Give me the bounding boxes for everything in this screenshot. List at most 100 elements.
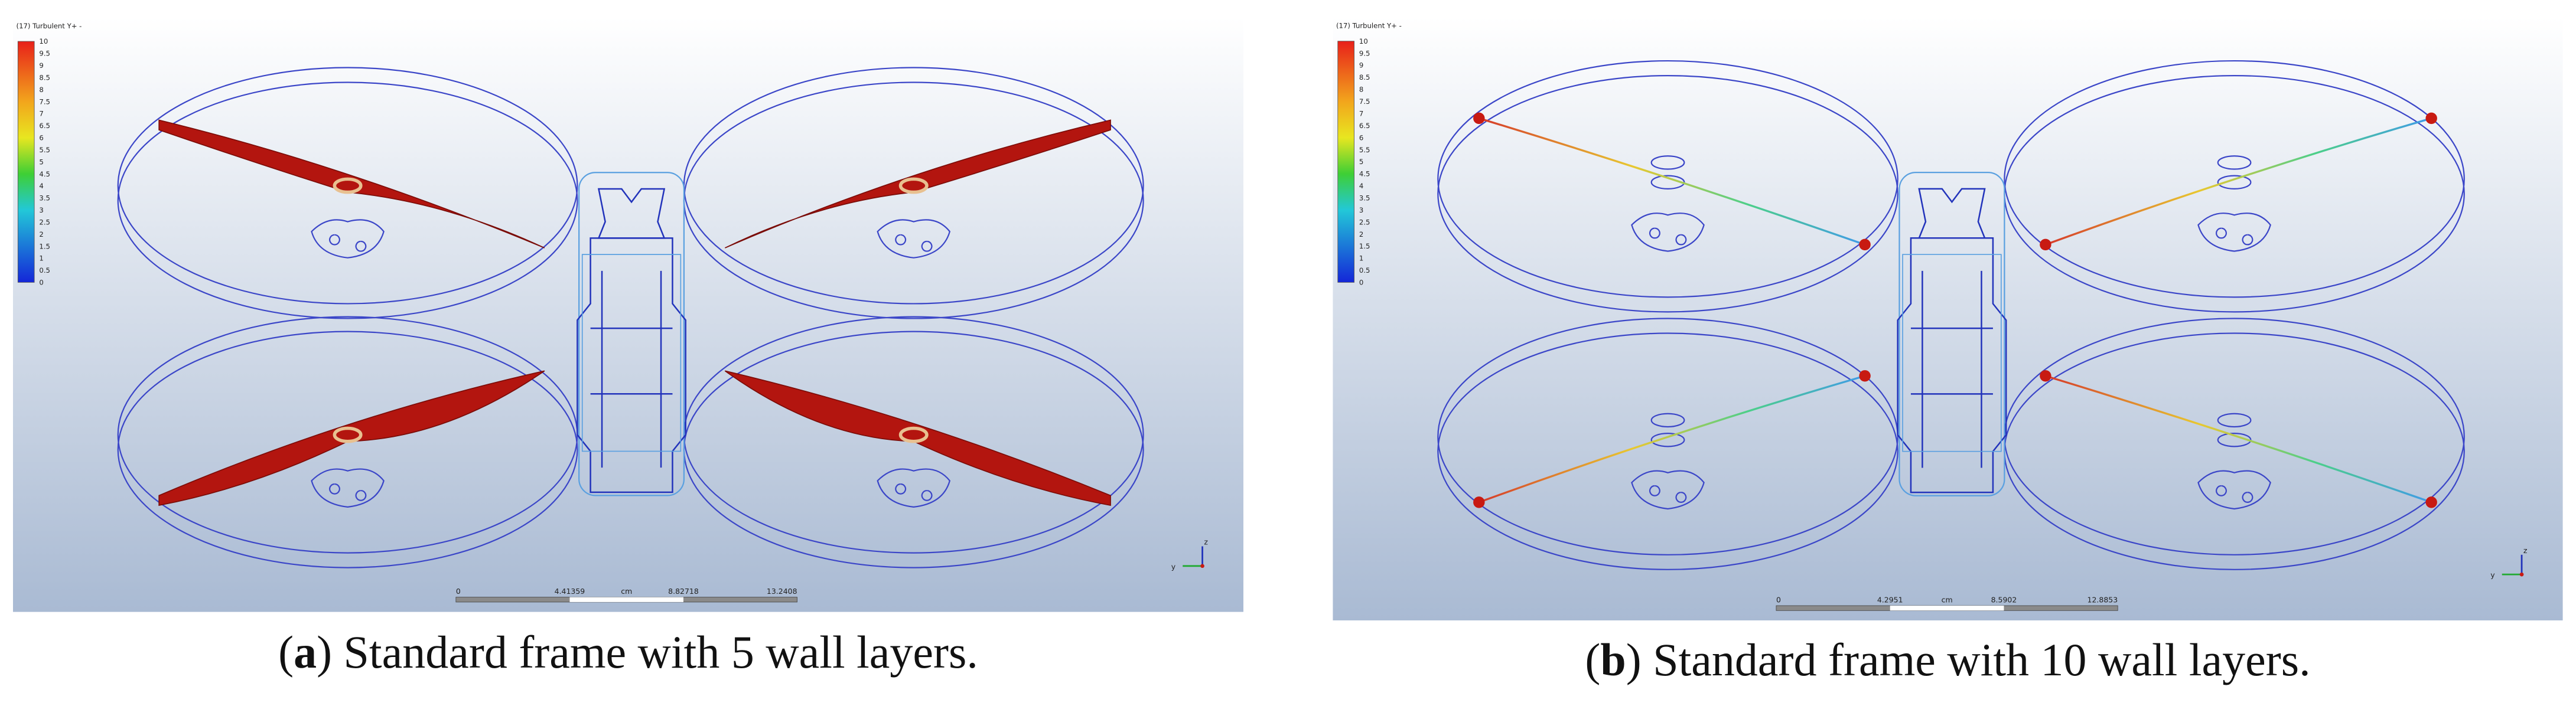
legend-label: 5: [1359, 158, 1363, 166]
caption-open: (: [278, 626, 294, 678]
legend-label: 3: [39, 206, 43, 214]
legend-label: 8.5: [39, 73, 50, 81]
legend-label: 0: [1359, 279, 1363, 287]
legend-label: 6: [1359, 133, 1363, 142]
legend-label: 0.5: [1359, 266, 1370, 274]
scale-label: 13.2408: [767, 587, 797, 596]
scale-bar-segment: [1890, 605, 2004, 611]
propeller-hub: [898, 426, 929, 443]
color-bar: [17, 41, 35, 283]
hub: [2217, 155, 2252, 170]
color-bar: [1337, 41, 1354, 283]
legend-label: 6.5: [39, 122, 50, 130]
frame-body: [1897, 237, 2007, 493]
frame-outline: [578, 172, 685, 496]
rotor-guard: [1437, 74, 1898, 313]
hub: [2217, 413, 2252, 428]
legend-label: 1.5: [1359, 242, 1370, 250]
legend-label: 7.5: [39, 97, 50, 106]
legend-label: 2: [39, 230, 43, 238]
rotor-guard: [117, 331, 578, 568]
scale-label: 0: [456, 587, 461, 596]
legend-label: 2: [1359, 230, 1363, 238]
rotor-guard: [1437, 60, 1898, 298]
caption-a: (a) Standard frame with 5 wall layers.: [0, 626, 1256, 679]
legend-label: 5.5: [39, 146, 50, 154]
motor-mount: [311, 468, 385, 508]
blade-tip: [2425, 112, 2437, 125]
caption-letter: a: [294, 626, 317, 678]
propeller: [158, 119, 545, 249]
scale-label: 0: [1776, 595, 1781, 604]
rotor-guard: [1437, 318, 1898, 555]
simulation-view-a: (17) Turbulent Y+ -109.598.587.576.565.5…: [13, 17, 1243, 612]
legend-title: (17) Turbulent Y+ -: [1336, 21, 1402, 30]
legend-label: 4: [39, 182, 43, 190]
scale-label: 4.2951: [1877, 595, 1903, 604]
motor-mount: [311, 219, 385, 259]
motor-mount: [1631, 213, 1705, 252]
blade-tip: [2040, 238, 2051, 251]
legend-label: 9.5: [39, 50, 50, 58]
hub: [2217, 175, 2252, 190]
legend-label: 2.5: [39, 218, 50, 226]
scale-label: cm: [621, 587, 632, 596]
frame-body: [581, 254, 682, 452]
legend-label: 3.5: [1359, 194, 1370, 202]
rotor-guard: [2004, 60, 2465, 298]
blade-tip: [1473, 496, 1485, 508]
hub: [1650, 432, 1685, 447]
scale-label: 12.8853: [2087, 595, 2118, 604]
caption-text: ) Standard frame with 10 wall layers.: [1626, 634, 2311, 685]
scale-bar-segment: [569, 597, 684, 602]
blade-tip: [1473, 112, 1485, 125]
legend-label: 9: [39, 61, 43, 70]
triad-label: z: [1204, 538, 1208, 547]
propeller-hub: [898, 177, 929, 194]
hub: [1650, 155, 1685, 170]
caption-text: ) Standard frame with 5 wall layers.: [317, 626, 978, 678]
legend-label: 9.5: [1359, 49, 1370, 57]
legend-label: 6.5: [1359, 122, 1370, 130]
motor-mount: [1631, 470, 1705, 510]
rotor-guard: [117, 81, 578, 319]
blade-tip: [2040, 370, 2051, 382]
triad-origin: [1200, 564, 1204, 568]
legend-label: 7.5: [1359, 97, 1370, 106]
propeller: [158, 370, 545, 506]
triad-label: y: [2490, 571, 2495, 580]
motor-mount: [877, 219, 951, 259]
propeller: [2045, 375, 2432, 504]
triad-label: y: [1171, 562, 1176, 571]
motor-mount: [2197, 213, 2271, 252]
caption-open: (: [1585, 634, 1601, 685]
legend-label: 10: [1359, 37, 1368, 45]
propeller: [1478, 117, 1865, 246]
legend-label: 0: [39, 279, 43, 287]
hub: [1650, 413, 1685, 428]
legend-label: 2.5: [1359, 218, 1370, 226]
frame-body: [1902, 254, 2002, 452]
legend-label: 9: [1359, 61, 1363, 70]
legend-label: 4: [1359, 182, 1363, 190]
propeller: [1478, 375, 1865, 504]
blade-tip: [1859, 238, 1871, 251]
caption-letter: b: [1600, 634, 1626, 685]
legend-label: 1: [39, 254, 43, 263]
propeller: [2045, 117, 2432, 246]
propeller: [724, 119, 1111, 249]
blade-tip: [1859, 370, 1871, 382]
legend-label: 1.5: [39, 242, 50, 250]
rotor-guard: [1437, 332, 1898, 570]
frame-top: [597, 188, 666, 239]
legend-label: 8: [1359, 86, 1363, 94]
legend-label: 7: [1359, 109, 1363, 117]
scale-label: cm: [1942, 595, 1953, 604]
frame-top: [1918, 188, 1986, 239]
frame-outline: [1898, 171, 2005, 496]
legend-label: 3.5: [39, 194, 50, 202]
legend-label: 1: [1359, 254, 1363, 263]
background: [13, 17, 1243, 612]
caption-b: (b) Standard frame with 10 wall layers.: [1320, 633, 2576, 687]
